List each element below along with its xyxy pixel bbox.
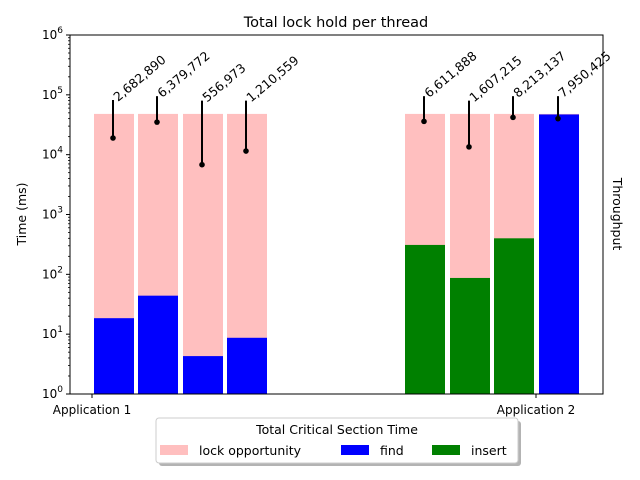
legend-label: lock opportunity [199, 443, 302, 458]
y-tick-label: 105 [42, 86, 63, 102]
y-axis-label: Time (ms) [14, 182, 29, 246]
y2-axis-label: Throughput [610, 177, 625, 251]
legend-box [155, 417, 519, 464]
throughput-point [243, 148, 249, 154]
legend-title: Total Critical Section Time [255, 422, 418, 437]
y-tick-base: 10 [42, 267, 57, 281]
legend-label: insert [471, 443, 507, 458]
throughput-label: 556,973 [199, 60, 248, 105]
legend-swatch [341, 445, 369, 455]
y-tick-base: 10 [42, 387, 57, 401]
x-tick-label: Application 1 [53, 403, 132, 417]
y-tick-exponent: 6 [57, 26, 63, 36]
throughput-point [555, 115, 561, 122]
throughput-point [110, 135, 116, 141]
legend-swatch [432, 445, 460, 455]
bar-find [227, 337, 267, 394]
y-tick-exponent: 3 [57, 206, 63, 216]
y-tick-label: 106 [42, 26, 63, 42]
bar-find [539, 114, 579, 394]
y-tick-label: 100 [42, 385, 63, 401]
bar-insert [450, 277, 490, 394]
y-tick-exponent: 4 [57, 146, 63, 156]
bar-find [94, 318, 134, 394]
bar-find [138, 295, 178, 394]
legend-swatch [160, 445, 188, 455]
y-tick-exponent: 2 [57, 265, 63, 275]
y-tick-exponent: 1 [57, 325, 63, 335]
y-tick-base: 10 [42, 28, 57, 42]
throughput-point [199, 161, 205, 168]
y-tick-base: 10 [42, 208, 57, 222]
legend-label: find [380, 443, 404, 458]
bar-find [183, 356, 223, 394]
y-tick-label: 104 [42, 146, 63, 162]
bar-insert [494, 238, 534, 394]
y-tick-base: 10 [42, 88, 57, 102]
throughput-point [466, 144, 472, 150]
y-tick-exponent: 5 [57, 86, 63, 96]
throughput-point [154, 119, 160, 125]
chart-title: Total lock hold per thread [243, 15, 428, 31]
throughput-label: 1,210,559 [243, 53, 301, 105]
x-tick-label: Application 2 [497, 403, 576, 417]
y-tick-base: 10 [42, 148, 57, 162]
bar-insert [405, 244, 445, 394]
y-tick-label: 101 [42, 325, 63, 341]
y-tick-exponent: 0 [57, 385, 63, 395]
throughput-point [510, 114, 516, 121]
y-tick-label: 102 [42, 265, 63, 281]
y-tick-base: 10 [42, 327, 57, 341]
legend: Total Critical Section Time lock opportun… [155, 417, 521, 466]
y-tick-label: 103 [42, 206, 63, 222]
throughput-point [421, 118, 427, 125]
